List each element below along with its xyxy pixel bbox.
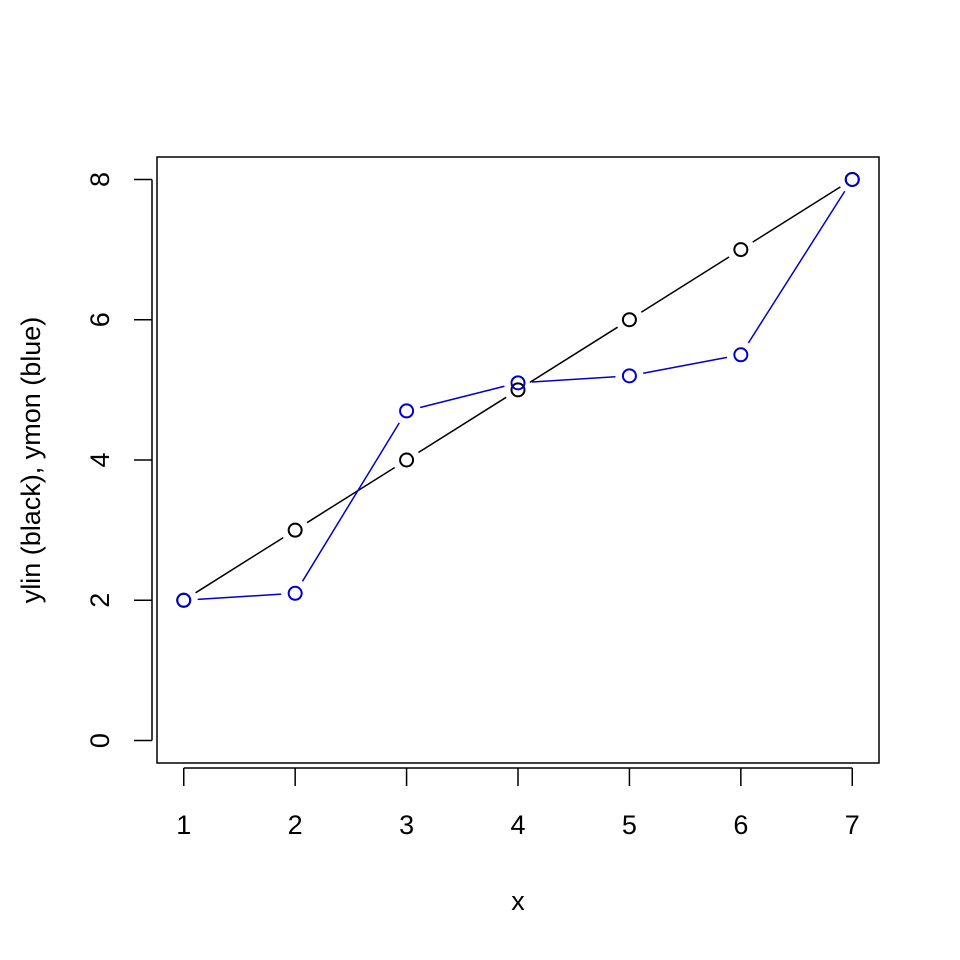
series-1-segment — [306, 466, 396, 524]
x-tick-label: 1 — [176, 810, 191, 840]
y-tick-label: 6 — [85, 312, 115, 327]
series-2-point — [399, 403, 415, 419]
series-2-segment — [419, 385, 505, 409]
x-tick-label: 6 — [733, 810, 748, 840]
series-1-segment — [752, 186, 841, 243]
series-1-segment — [529, 326, 618, 384]
series-2-segment — [747, 190, 846, 344]
series-2-segment — [197, 593, 282, 601]
series-2-point — [733, 347, 749, 363]
series-1-point — [510, 382, 526, 398]
series-1-point — [621, 312, 637, 328]
series-2-point — [287, 585, 303, 601]
series-2-segment — [531, 375, 616, 383]
series-2 — [176, 171, 860, 608]
x-tick-label: 3 — [399, 810, 414, 840]
series-layer — [176, 171, 860, 608]
y-tick-label: 2 — [85, 593, 115, 608]
series-1-segment — [640, 256, 730, 313]
series-1-point — [399, 452, 415, 468]
series-1-point — [287, 522, 303, 538]
x-tick-label: 2 — [288, 810, 303, 840]
series-2-point — [510, 375, 526, 391]
series-2-point — [621, 368, 637, 384]
series-2-point — [844, 171, 860, 187]
x-tick-label: 4 — [510, 810, 525, 840]
y-tick-label: 0 — [85, 733, 115, 748]
series-1-point — [733, 242, 749, 258]
x-tick-label: 5 — [622, 810, 637, 840]
x-tick-label: 7 — [845, 810, 860, 840]
x-axis: 1 2 3 4 5 6 7 — [176, 767, 860, 840]
series-1-segment — [195, 536, 284, 594]
series-2-point — [176, 592, 192, 608]
series-1-segment — [418, 396, 507, 454]
series-2-segment — [301, 422, 400, 582]
y-tick-label: 4 — [85, 452, 115, 467]
plot-frame — [156, 156, 880, 764]
y-axis: 0 2 4 6 8 — [85, 172, 153, 748]
x-axis-label: x — [511, 886, 525, 916]
series-2-segment — [643, 356, 728, 374]
y-axis-label: ylin (black), ymon (blue) — [16, 317, 46, 604]
y-tick-label: 8 — [85, 172, 115, 187]
